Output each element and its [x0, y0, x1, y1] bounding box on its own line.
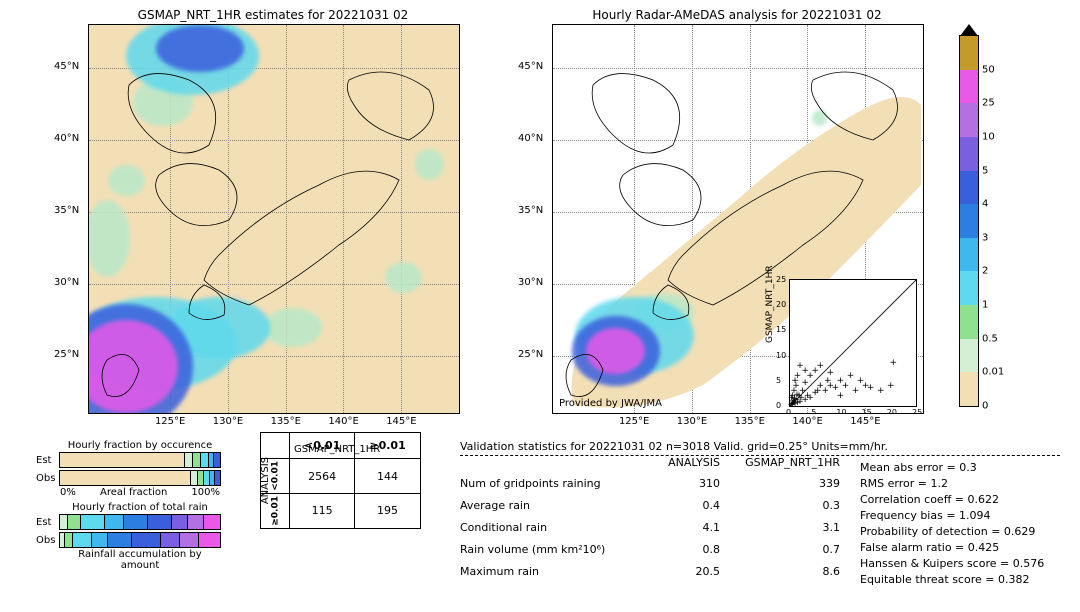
tot-obs-label: Obs — [36, 535, 55, 546]
occ-obs-bar — [60, 471, 220, 485]
left-map-box — [88, 24, 460, 414]
tot-est-label: Est — [36, 517, 51, 528]
hourly-occurrence: Hourly fraction by occurence Est Obs 0% … — [60, 440, 220, 497]
cont-c00: 2564 — [290, 459, 355, 494]
cont-c10: 115 — [290, 494, 355, 529]
colorbar: 00.010.512345102550 — [960, 36, 978, 406]
scatter-ylabel: GSMAP_NRT_1HR — [765, 265, 775, 343]
scatter-plot: ++++++++++++++++++++++++++++++++++++++++… — [789, 279, 917, 407]
tot-obs-bar — [60, 533, 220, 547]
hourly-total-rain: Hourly fraction of total rain Est Obs Ra… — [60, 502, 220, 559]
right-map-title: Hourly Radar-AMeDAS analysis for 2022103… — [552, 8, 922, 22]
occ-0pct: 0% — [60, 487, 76, 498]
tot-est-bar — [60, 515, 220, 529]
tot-footer: Rainfall accumulation by amount — [60, 549, 220, 571]
validation-block: Validation statistics for 20221031 02 n=… — [460, 440, 1060, 590]
occ-xlabel: Areal fraction — [100, 487, 167, 498]
right-map-panel: Hourly Radar-AMeDAS analysis for 2022103… — [552, 24, 922, 412]
val-colh1: ANALYSIS — [650, 456, 720, 469]
cont-c01: 144 — [355, 459, 420, 494]
occ-title: Hourly fraction by occurence — [60, 440, 220, 451]
validation-title: Validation statistics for 20221031 02 n=… — [460, 440, 1060, 453]
cont-c11: 195 — [355, 494, 420, 529]
contingency-table: GSMAP_NRT_1HR ANALYSIS <0.01≥0.01 <0.012… — [260, 444, 380, 504]
provided-label: Provided by JWA/JMA — [559, 398, 662, 409]
val-colh2: GSMAP_NRT_1HR — [730, 456, 840, 469]
left-map-panel: GSMAP_NRT_1HR estimates for 20221031 02 … — [88, 24, 458, 412]
cont-rowh2: ≥0.01 — [261, 494, 290, 529]
right-map-box: Provided by JWA/JMA ++++++++++++++++++++… — [552, 24, 924, 414]
colorbar-segments — [960, 36, 978, 406]
occ-100pct: 100% — [191, 487, 220, 498]
occ-est-bar — [60, 453, 220, 467]
left-map-title: GSMAP_NRT_1HR estimates for 20221031 02 — [88, 8, 458, 22]
occ-est-label: Est — [36, 455, 51, 466]
left-coastlines — [89, 25, 459, 413]
cont-colh2: ≥0.01 — [355, 433, 420, 459]
cont-rowh1: <0.01 — [261, 459, 290, 494]
colorbar-extend-icon — [960, 24, 978, 36]
cont-colh1: <0.01 — [290, 433, 355, 459]
occ-obs-label: Obs — [36, 473, 55, 484]
tot-title: Hourly fraction of total rain — [60, 502, 220, 513]
